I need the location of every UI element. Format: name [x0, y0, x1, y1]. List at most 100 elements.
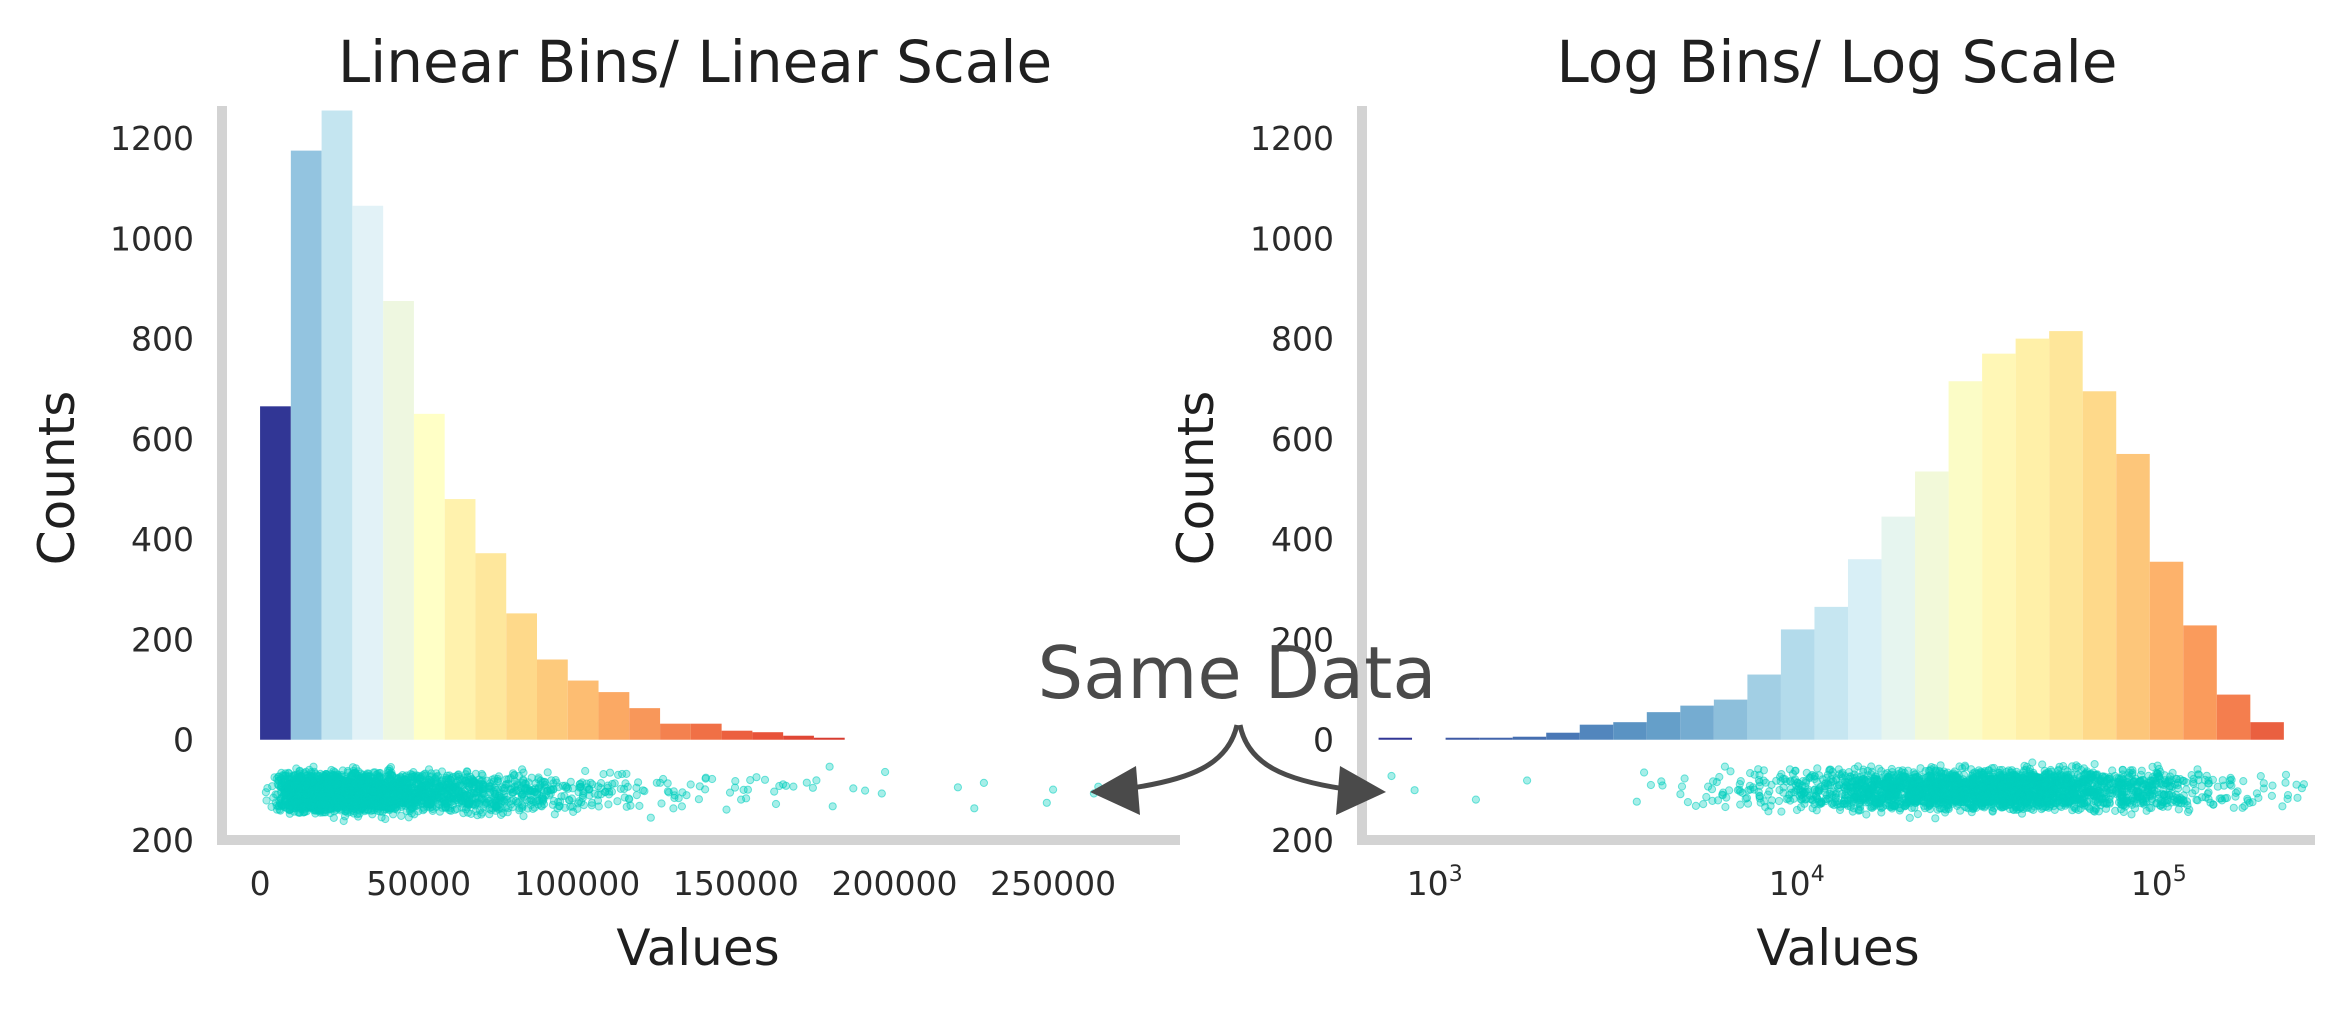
rug-point [1826, 766, 1833, 773]
rug-point [826, 763, 833, 770]
rug-point [743, 795, 750, 802]
x-tick-label: 150000 [673, 864, 799, 903]
rug-point [363, 784, 370, 791]
rug-point [1793, 806, 1800, 813]
rug-point [623, 770, 630, 777]
y-tick-label: 1200 [110, 119, 194, 158]
rug-point [462, 806, 469, 813]
rug-point [582, 767, 589, 774]
rug-point [702, 775, 709, 782]
rug-point [2175, 785, 2182, 792]
rug-point [1768, 797, 1775, 804]
histogram-bar [1513, 737, 1546, 740]
rug-point [1755, 766, 1762, 773]
y-tick-label: 200 [131, 821, 194, 860]
histogram-bar [383, 301, 414, 740]
rug-point [2164, 803, 2171, 810]
x-tick-label: 0 [250, 864, 271, 903]
histogram-bar [414, 414, 445, 740]
rug-point [263, 797, 270, 804]
rug-point [438, 788, 445, 795]
rug-point [2091, 761, 2098, 768]
rug-point [624, 783, 631, 790]
histogram-bar [260, 406, 291, 739]
y-tick-label: 800 [131, 320, 194, 359]
x-tick-label: 100000 [514, 864, 640, 903]
x-tick-label: 50000 [366, 864, 471, 903]
rug-point [350, 800, 357, 807]
rug-point [608, 788, 615, 795]
left-rug-points [262, 763, 1102, 825]
right-rug-points [1388, 759, 2308, 822]
rug-point [1678, 783, 1685, 790]
rug-point [1863, 811, 1870, 818]
rug-point [829, 803, 836, 810]
rug-point [359, 772, 366, 779]
rug-point [1722, 803, 1729, 810]
rug-point [627, 802, 634, 809]
rug-point [346, 775, 353, 782]
linear-histogram-panel: Linear Bins/ Linear Scale 20002004006008… [28, 28, 1180, 977]
rug-point [520, 793, 527, 800]
rug-point [670, 805, 677, 812]
rug-point [772, 800, 779, 807]
rug-point [334, 781, 341, 788]
left-bars [260, 111, 845, 740]
right-chart-title: Log Bins/ Log Scale [1557, 28, 2118, 96]
rug-point [299, 806, 306, 813]
histogram-bar [1848, 559, 1882, 739]
histogram-bar [1580, 725, 1614, 740]
rug-point [576, 781, 583, 788]
rug-point [268, 803, 275, 810]
rug-point [585, 786, 592, 793]
rug-point [2193, 796, 2200, 803]
rug-point [2219, 777, 2226, 784]
rug-point [882, 768, 889, 775]
rug-point [687, 781, 694, 788]
rug-point [348, 788, 355, 795]
histogram-bar [2083, 391, 2117, 739]
rug-point [567, 803, 574, 810]
rug-point [2055, 797, 2062, 804]
rug-point [406, 779, 413, 786]
rug-point [1778, 808, 1785, 815]
histogram-bar [2016, 339, 2050, 740]
histogram-bar [1546, 733, 1580, 740]
rug-point [503, 781, 510, 788]
rug-point [2161, 772, 2168, 779]
histogram-bar [814, 738, 845, 740]
rug-point [1914, 811, 1921, 818]
rug-point [747, 777, 754, 784]
rug-point [2062, 798, 2069, 805]
rug-point [2279, 803, 2286, 810]
rug-point [509, 789, 516, 796]
rug-point [562, 784, 569, 791]
rug-point [809, 784, 816, 791]
rug-point [1633, 798, 1640, 805]
rug-point [2041, 771, 2048, 778]
rug-point [1896, 777, 1903, 784]
rug-point [414, 776, 421, 783]
rug-point [1681, 775, 1688, 782]
rug-point [317, 801, 324, 808]
rug-point [1043, 799, 1050, 806]
rug-point [551, 811, 558, 818]
rug-point [980, 779, 987, 786]
rug-point [555, 798, 562, 805]
histogram-bar [1379, 738, 1412, 740]
y-tick-label: 400 [131, 520, 194, 559]
left-y-axis-label: Counts [28, 391, 86, 566]
rug-point [587, 779, 594, 786]
rug-point [529, 786, 536, 793]
rug-point [509, 770, 516, 777]
rug-point [2129, 767, 2136, 774]
histogram-bar [599, 692, 630, 740]
rug-point [1684, 799, 1691, 806]
rug-point [696, 783, 703, 790]
rug-point [479, 777, 486, 784]
rug-point [803, 779, 810, 786]
histogram-bar [475, 553, 506, 740]
rug-point [633, 792, 640, 799]
rug-point [625, 795, 632, 802]
